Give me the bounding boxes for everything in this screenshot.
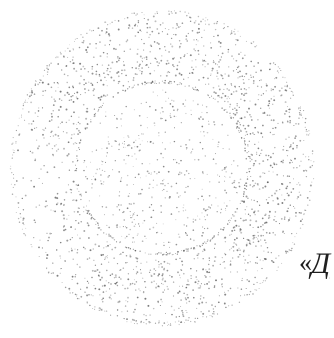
seal-speckle-pattern: [9, 10, 315, 327]
document-edge-text-fragment: «Д: [299, 247, 330, 280]
seal-stamp-image: [9, 10, 315, 327]
fragment-first-letter: Д: [311, 247, 330, 280]
opening-quote-mark: «: [299, 248, 312, 277]
seal-stamp: [6, 2, 318, 334]
